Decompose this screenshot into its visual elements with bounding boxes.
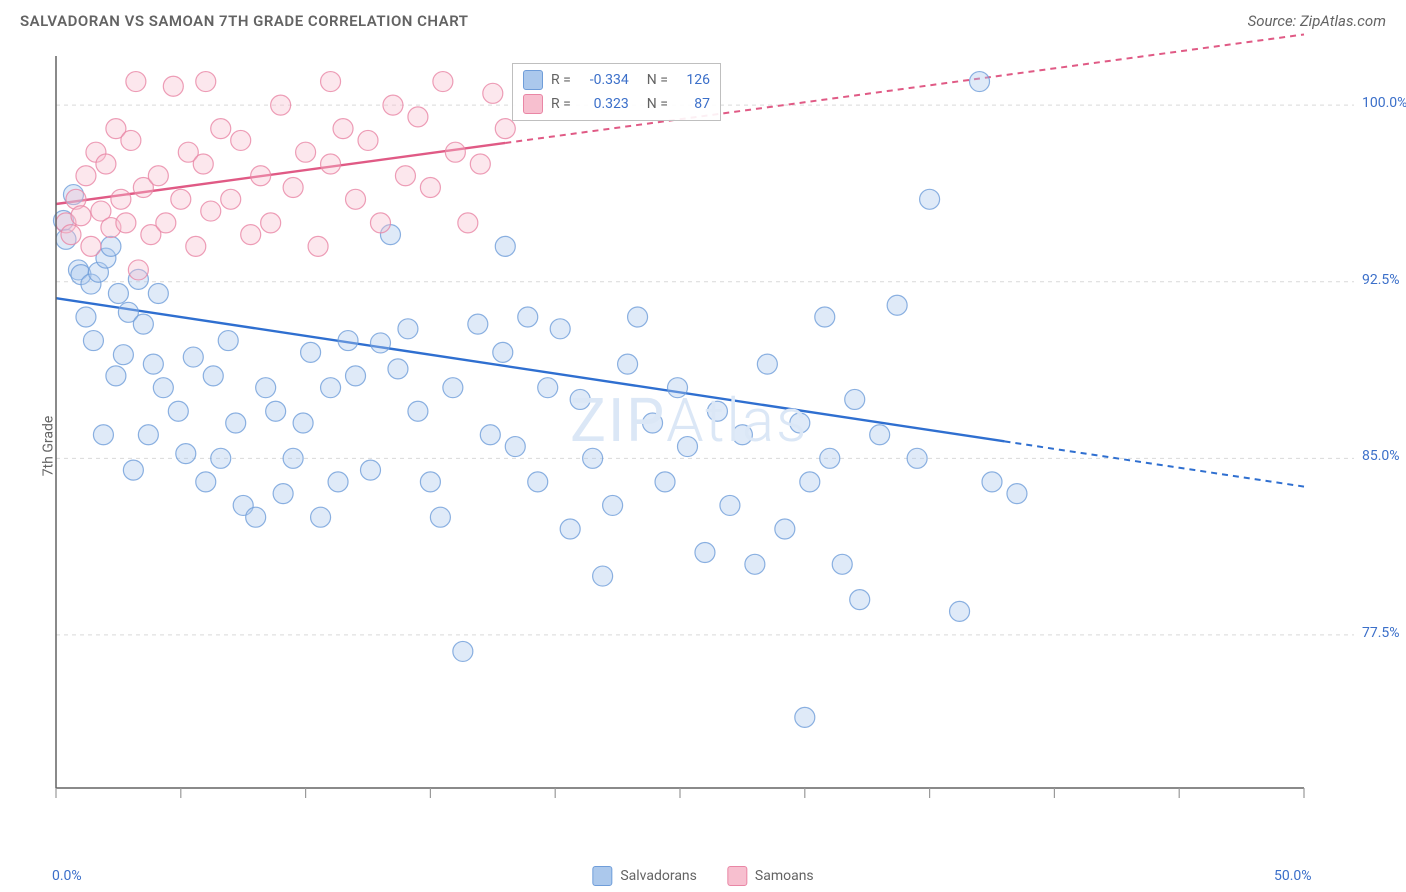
chart-title: SALVADORAN VS SAMOAN 7TH GRADE CORRELATI… <box>20 12 468 30</box>
stats-row: R = -0.334 N = 126 <box>523 68 710 92</box>
stats-R-value: 0.323 <box>579 96 629 112</box>
plot-svg <box>50 48 1320 818</box>
legend-swatch <box>727 866 747 886</box>
stats-legend-box: R = -0.334 N = 126 R = 0.323 N = 87 <box>512 63 721 121</box>
plot-area: ZIPAtlas R =-0.334N =126R =0.323N =87 77… <box>50 48 1320 818</box>
legend-swatch <box>523 70 543 90</box>
ytick-label: 100.0% <box>1362 95 1406 111</box>
stats-R-label: R = <box>551 96 571 112</box>
stats-N-value: 126 <box>676 72 710 88</box>
bottom-legend-item: Samoans <box>727 866 814 886</box>
ytick-label: 85.0% <box>1362 448 1400 464</box>
stats-N-label: N = <box>647 72 668 88</box>
x-axis-min-label: 0.0% <box>52 868 82 884</box>
legend-swatch <box>523 94 543 114</box>
source-label: Source: ZipAtlas.com <box>1248 12 1386 30</box>
ytick-label: 92.5% <box>1362 272 1400 288</box>
bottom-legend: Salvadorans Samoans <box>592 866 813 886</box>
ytick-label: 77.5% <box>1362 625 1400 641</box>
legend-label: Salvadorans <box>620 868 697 884</box>
legend-swatch <box>592 866 612 886</box>
x-axis-max-label: 50.0% <box>1274 868 1312 884</box>
stats-row: R = 0.323 N = 87 <box>523 92 710 116</box>
header: SALVADORAN VS SAMOAN 7TH GRADE CORRELATI… <box>0 0 1406 38</box>
legend-label: Samoans <box>755 868 814 884</box>
stats-R-value: -0.334 <box>579 72 629 88</box>
bottom-legend-item: Salvadorans <box>592 866 697 886</box>
stats-R-label: R = <box>551 72 571 88</box>
stats-N-value: 87 <box>676 96 710 112</box>
stats-N-label: N = <box>647 96 668 112</box>
